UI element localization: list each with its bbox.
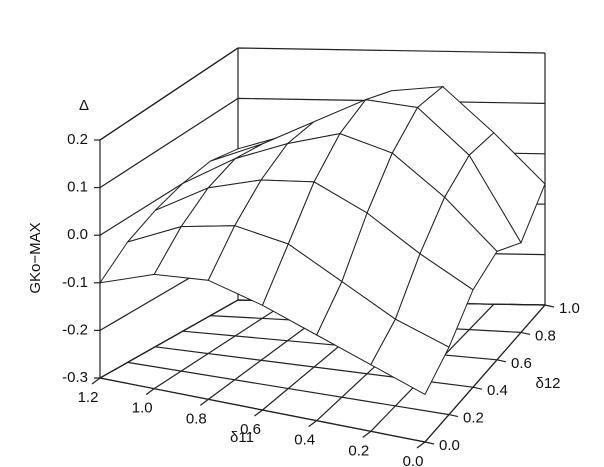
y-tick-label: 0.2 xyxy=(463,410,484,427)
y-tick xyxy=(424,441,435,445)
z-tick-label: -0.1 xyxy=(62,274,88,291)
x-tick-label: 1.0 xyxy=(132,400,153,417)
y-tick xyxy=(520,331,531,335)
y-tick xyxy=(472,386,483,390)
y-grid-line xyxy=(99,377,426,443)
z-tick-label: 0.1 xyxy=(67,179,88,196)
y-tick-label: 0.8 xyxy=(535,327,556,344)
z-tick-label: 0.0 xyxy=(67,226,88,243)
x-tick xyxy=(416,441,426,449)
x-grid-line xyxy=(99,299,239,379)
x-grid-line xyxy=(424,304,546,443)
x-tick xyxy=(91,377,101,385)
x-tick-label: 1.2 xyxy=(78,389,99,406)
y-tick-label: 1.0 xyxy=(559,300,580,317)
x-tick-label: 0.2 xyxy=(348,442,369,459)
x-tick xyxy=(199,398,209,406)
x-tick xyxy=(145,388,155,396)
y-tick-label: 0.0 xyxy=(439,437,460,454)
x-tick-label: 0.6 xyxy=(240,421,261,438)
x-tick xyxy=(362,430,372,438)
x-tick-label: 0.4 xyxy=(294,432,315,449)
z-tick-label: 0.2 xyxy=(67,131,88,148)
y-tick-label: 0.6 xyxy=(511,355,532,372)
z-tick-label: -0.2 xyxy=(62,321,88,338)
x-tick xyxy=(254,409,263,417)
x-grid-line xyxy=(153,300,290,390)
y-tick-label: 0.4 xyxy=(487,382,508,399)
y-tick xyxy=(448,414,459,418)
y-tick xyxy=(544,304,555,308)
y-tick xyxy=(496,359,507,363)
x-tick xyxy=(308,420,318,428)
z-tick-label: -0.3 xyxy=(62,369,88,386)
y-axis-label: δ12 xyxy=(535,375,560,392)
surface-cell xyxy=(370,318,450,396)
z-grid-line xyxy=(99,47,546,141)
z-axis-label: GKo−MAX xyxy=(27,222,44,293)
x-axis-label: δ11 xyxy=(230,429,254,446)
z-annotation: Δ xyxy=(79,97,89,114)
y-grid-line xyxy=(127,361,450,416)
x-tick-label: 0.0 xyxy=(403,453,424,467)
x-tick-label: 0.8 xyxy=(186,410,207,427)
